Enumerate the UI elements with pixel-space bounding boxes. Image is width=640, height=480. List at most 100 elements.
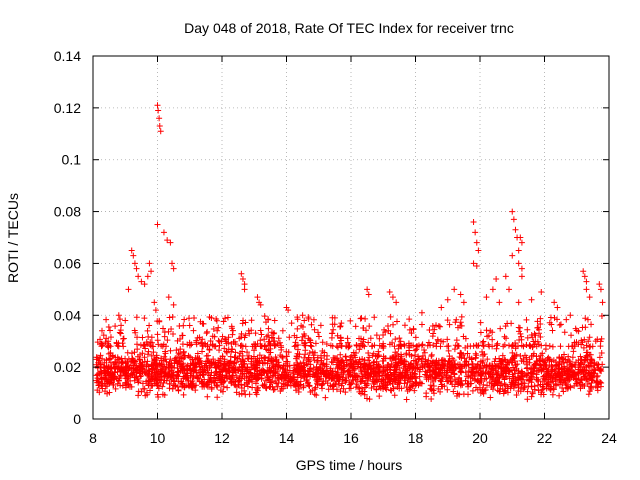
data-point	[383, 372, 390, 379]
data-point	[437, 369, 444, 376]
data-point	[458, 313, 465, 320]
data-point	[502, 273, 509, 280]
data-point	[597, 286, 604, 293]
data-point	[258, 331, 265, 338]
data-point	[371, 342, 378, 349]
data-point	[206, 313, 213, 320]
data-point	[117, 382, 124, 389]
data-point	[557, 343, 564, 350]
data-point	[457, 322, 464, 329]
data-point	[133, 374, 140, 381]
data-point	[212, 369, 219, 376]
data-point	[376, 393, 383, 400]
data-point	[594, 384, 601, 391]
data-point	[311, 326, 318, 333]
data-point	[509, 208, 516, 215]
data-point	[354, 374, 361, 381]
data-point	[105, 363, 112, 370]
data-point	[301, 317, 308, 324]
data-point	[452, 376, 459, 383]
data-point	[372, 370, 379, 377]
data-point	[294, 316, 301, 323]
data-point	[254, 386, 261, 393]
data-point	[103, 316, 110, 323]
data-point	[443, 372, 450, 379]
data-point	[516, 324, 523, 331]
data-point	[347, 357, 354, 364]
data-point	[204, 393, 211, 400]
data-points	[93, 102, 606, 403]
data-point	[308, 321, 315, 328]
data-point	[428, 351, 435, 358]
data-point	[324, 380, 331, 387]
data-point	[411, 370, 418, 377]
data-point	[272, 369, 279, 376]
data-point	[165, 371, 172, 378]
data-point	[103, 357, 110, 364]
x-tick-label: 22	[537, 430, 553, 446]
data-point	[212, 364, 219, 371]
data-point	[583, 352, 590, 359]
data-point	[192, 387, 199, 394]
data-point	[383, 386, 390, 393]
data-point	[275, 359, 282, 366]
data-point	[397, 376, 404, 383]
data-point	[149, 365, 156, 372]
data-point	[315, 333, 322, 340]
data-point	[294, 359, 301, 366]
data-point	[338, 342, 345, 349]
data-point	[145, 348, 152, 355]
data-point	[270, 338, 277, 345]
data-point	[504, 320, 511, 327]
data-point	[94, 339, 101, 346]
data-point	[493, 342, 500, 349]
data-point	[146, 322, 153, 329]
data-point	[269, 357, 276, 364]
data-point	[497, 325, 504, 332]
data-point	[279, 354, 286, 361]
data-point	[485, 341, 492, 348]
data-point	[220, 383, 227, 390]
data-point	[391, 392, 398, 399]
data-point	[350, 360, 357, 367]
data-point	[174, 371, 181, 378]
data-point	[158, 355, 165, 362]
x-tick-label: 12	[214, 430, 230, 446]
data-point	[567, 312, 574, 319]
data-point	[578, 341, 585, 348]
data-point	[162, 350, 169, 357]
data-point	[194, 373, 201, 380]
data-point	[509, 252, 516, 259]
data-point	[484, 356, 491, 363]
data-point	[249, 384, 256, 391]
data-point	[489, 375, 496, 382]
data-point	[266, 383, 273, 390]
data-point	[282, 381, 289, 388]
data-point	[280, 385, 287, 392]
data-point	[278, 342, 285, 349]
data-point	[567, 384, 574, 391]
data-point	[331, 355, 338, 362]
data-point	[180, 349, 187, 356]
data-point	[524, 326, 531, 333]
data-point	[279, 327, 286, 334]
data-point	[527, 369, 534, 376]
data-point	[524, 396, 531, 403]
data-point	[134, 353, 141, 360]
data-point	[402, 366, 409, 373]
data-point	[439, 356, 446, 363]
data-point	[305, 335, 312, 342]
data-point	[509, 356, 516, 363]
data-point	[455, 343, 462, 350]
data-point	[397, 355, 404, 362]
data-point	[352, 349, 359, 356]
x-tick-label: 24	[601, 430, 617, 446]
data-point	[295, 388, 302, 395]
data-point	[94, 375, 101, 382]
data-point	[552, 366, 559, 373]
data-point	[98, 327, 105, 334]
data-point	[401, 342, 408, 349]
data-point	[582, 315, 589, 322]
data-point	[215, 357, 222, 364]
data-point	[581, 366, 588, 373]
